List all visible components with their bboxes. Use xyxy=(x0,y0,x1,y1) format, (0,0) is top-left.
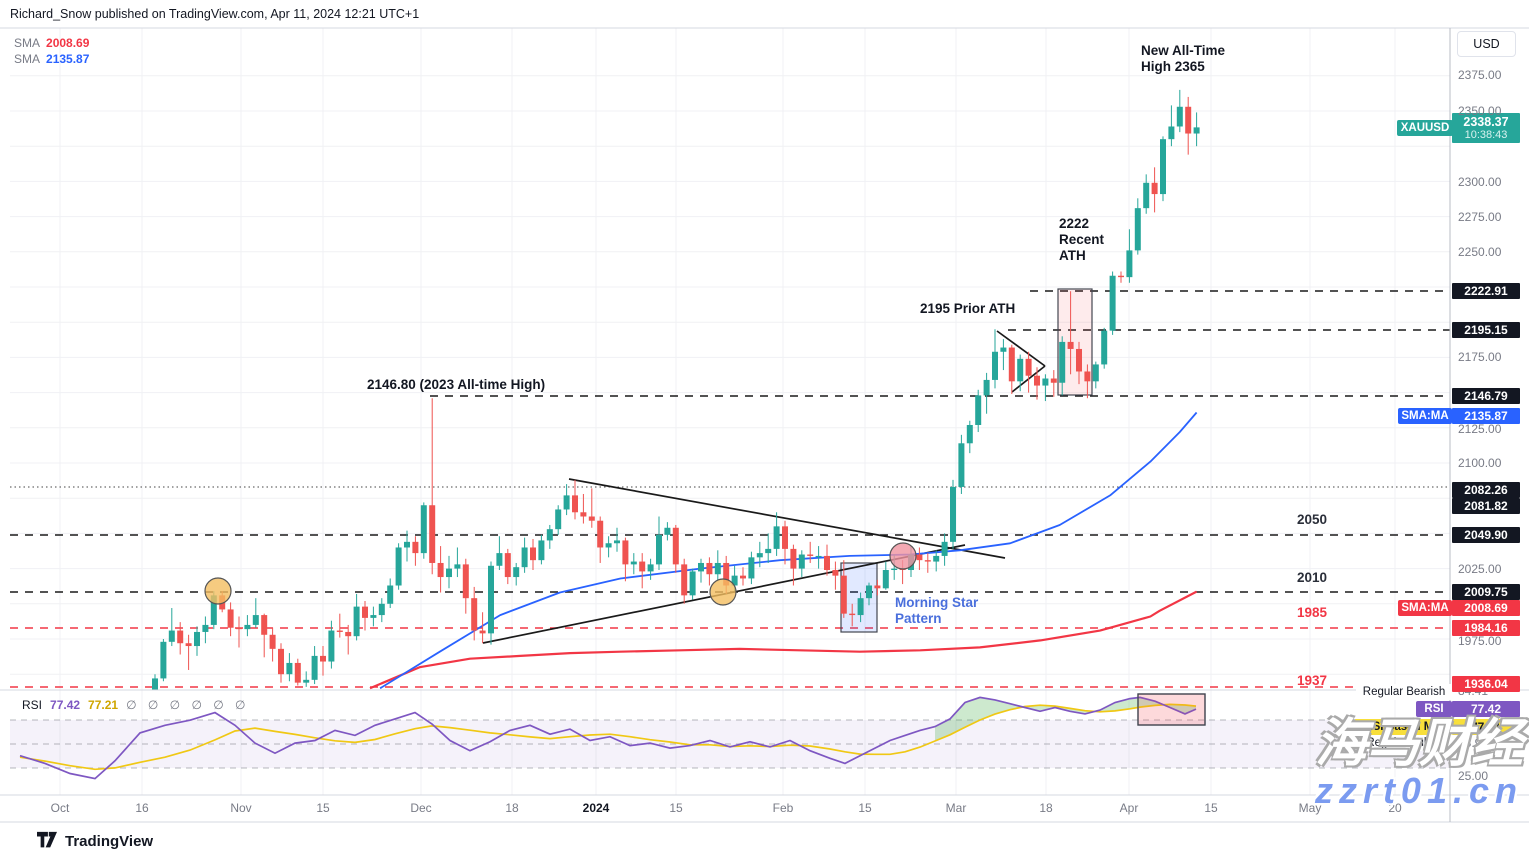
price-axis-badge: 2082.26 xyxy=(1452,482,1520,498)
time-tick: Apr xyxy=(1119,801,1139,815)
price-axis-badge: 2081.82 xyxy=(1452,498,1520,514)
rsi-line xyxy=(19,696,1197,780)
level-label-1937: 1937 xyxy=(1297,673,1328,688)
price-tick: 2375.00 xyxy=(1458,68,1502,82)
sma-200-line xyxy=(369,590,1198,690)
price-axis-badge: 77.42 xyxy=(1452,701,1520,717)
tradingview-logo[interactable]: TradingView xyxy=(36,831,153,851)
rsi-indicator[interactable] xyxy=(19,693,1206,780)
sma1-value: 2008.69 xyxy=(46,36,90,50)
indicator-axis-tag: Regular Bullish xyxy=(1358,735,1452,751)
indicator-axis-tag: SMA:MA xyxy=(1398,408,1452,424)
time-tick: 15 xyxy=(858,801,872,815)
rsi-band xyxy=(10,719,1450,769)
time-tick: 18 xyxy=(1039,801,1053,815)
time-tick: Feb xyxy=(772,801,794,815)
annotation-new-ath: New All-Time High 2365 xyxy=(1141,43,1226,74)
price-axis-badge: 2049.90 xyxy=(1452,527,1520,543)
price-tick: 2175.00 xyxy=(1458,350,1502,364)
sma-legend-1[interactable]: SMA 2008.69 xyxy=(14,36,89,50)
time-tick: 15 xyxy=(1204,801,1218,815)
time-tick: 15 xyxy=(316,801,330,815)
candlestick-series[interactable] xyxy=(152,89,1200,695)
support-resistance-levels[interactable] xyxy=(10,290,1450,688)
price-axis-badge: 2222.91 xyxy=(1452,283,1520,299)
rsi-label: RSI xyxy=(22,698,43,712)
sma-50-line xyxy=(379,411,1198,690)
level-label-2050: 2050 xyxy=(1297,512,1328,527)
rsi-legend[interactable]: RSI 77.42 77.21 ∅ ∅ ∅ ∅ ∅ ∅ xyxy=(22,698,249,712)
price-axis-badge: 2146.79 xyxy=(1452,388,1520,404)
indicator-axis-tag: RSI xyxy=(1416,701,1452,717)
price-tick: 2275.00 xyxy=(1458,210,1502,224)
price-tick: 63.91 xyxy=(1458,736,1489,750)
indicator-axis-tag: Regular Bearish xyxy=(1356,684,1452,700)
price-tick: 2350.00 xyxy=(1458,104,1502,118)
level-label-2010: 2010 xyxy=(1297,570,1328,585)
sma2-label: SMA xyxy=(14,52,41,66)
currency-toggle-button[interactable]: USD xyxy=(1457,31,1516,57)
price-axis-badge: 2008.69 xyxy=(1452,600,1520,616)
time-tick: 18 xyxy=(505,801,519,815)
grid-lines xyxy=(10,28,1450,795)
circle-markers[interactable] xyxy=(204,542,917,606)
price-tick: 25.00 xyxy=(1458,769,1489,783)
last-price-value: 2338.37 xyxy=(1463,115,1509,129)
price-axis-badge: 2195.15 xyxy=(1452,322,1520,338)
tradingview-logo-text: TradingView xyxy=(65,832,154,850)
price-tick: 1975.00 xyxy=(1458,634,1502,648)
price-tick: 2125.00 xyxy=(1458,422,1502,436)
price-axis-badge: 1936.04 xyxy=(1452,676,1520,692)
time-tick: Dec xyxy=(410,801,432,815)
indicator-axis-tag: SMA:MA xyxy=(1398,600,1452,616)
annotation-prior-ath: 2195 Prior ATH xyxy=(920,301,1016,316)
price-tick: 2100.00 xyxy=(1458,456,1502,470)
tradingview-logo-icon xyxy=(37,831,57,848)
time-tick: 2024 xyxy=(582,801,610,815)
publish-title: Richard_Snow published on TradingView.co… xyxy=(10,7,420,21)
pane-borders xyxy=(0,27,1529,823)
last-price-label: 2338.37 10:38:43 xyxy=(1452,113,1520,143)
level-label-1985: 1985 xyxy=(1297,605,1328,620)
price-tick: 2025.00 xyxy=(1458,562,1502,576)
rsi-empty-slots: ∅ ∅ ∅ ∅ ∅ ∅ xyxy=(126,698,250,712)
indicator-axis-tag: RSI-based MA xyxy=(1354,719,1452,735)
price-axis-badge: 2135.87 xyxy=(1452,408,1520,424)
annotation-morning-star: Morning Star Pattern xyxy=(895,595,979,626)
price-tick: 2300.00 xyxy=(1458,175,1502,189)
time-tick: 16 xyxy=(135,801,149,815)
indicator-axis-tag: XAUUSD xyxy=(1397,120,1453,136)
annotation-recent-ath: 2222 Recent ATH xyxy=(1059,216,1105,263)
price-axis-badge: 1984.16 xyxy=(1452,620,1520,636)
time-tick: 20 xyxy=(1388,801,1402,815)
rsi-bearish-box xyxy=(1137,693,1206,726)
annotation-2023-ath: 2146.80 (2023 All-time High) xyxy=(367,377,546,392)
sma2-value: 2135.87 xyxy=(46,52,90,66)
price-axis-badge: 2009.75 xyxy=(1452,584,1520,600)
sma-legend-2[interactable]: SMA 2135.87 xyxy=(14,52,89,66)
rsi-ma-value: 77.21 xyxy=(88,698,119,712)
time-tick: Nov xyxy=(230,801,252,815)
time-tick: May xyxy=(1298,801,1322,815)
rsi-value: 77.42 xyxy=(50,698,81,712)
time-tick: Oct xyxy=(50,801,70,815)
time-tick: 15 xyxy=(669,801,683,815)
bar-countdown: 10:38:43 xyxy=(1464,129,1508,141)
highlight-boxes[interactable] xyxy=(840,288,1206,726)
price-axis-badge: 77.21 xyxy=(1452,719,1520,735)
sma1-label: SMA xyxy=(14,36,41,50)
moving-averages[interactable] xyxy=(369,411,1198,690)
time-tick: Mar xyxy=(945,801,967,815)
price-tick: 2250.00 xyxy=(1458,245,1502,259)
